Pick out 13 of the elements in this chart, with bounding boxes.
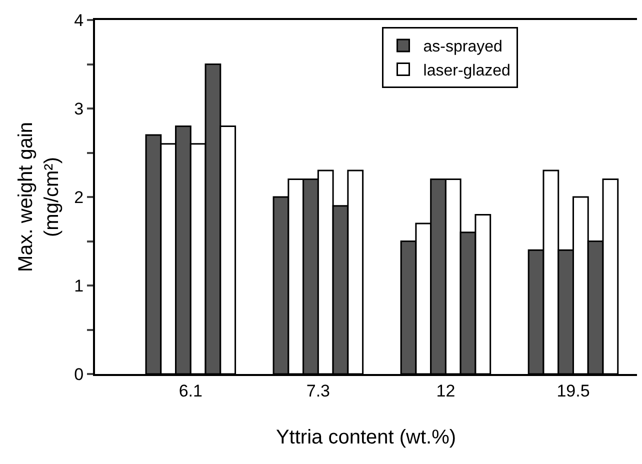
x-tick-label: 6.1: [178, 381, 202, 400]
x-axis-title: Yttria content (wt.%): [276, 426, 456, 448]
x-tick-label: 12: [436, 381, 456, 400]
y-tick-label: 4: [74, 10, 84, 30]
y-axis-title: Max. weight gain (mg/cm²): [15, 122, 64, 272]
legend-label: laser-glazed: [423, 62, 510, 80]
y-tick-label: 0: [74, 364, 84, 384]
y-tick-label: 1: [74, 276, 84, 296]
y-tick-label: 2: [74, 188, 84, 207]
x-tick-label: 7.3: [306, 381, 330, 400]
y-tick-label: 3: [74, 99, 84, 118]
legend-label: as-sprayed: [423, 38, 502, 56]
x-tick-label: 19.5: [556, 381, 590, 400]
